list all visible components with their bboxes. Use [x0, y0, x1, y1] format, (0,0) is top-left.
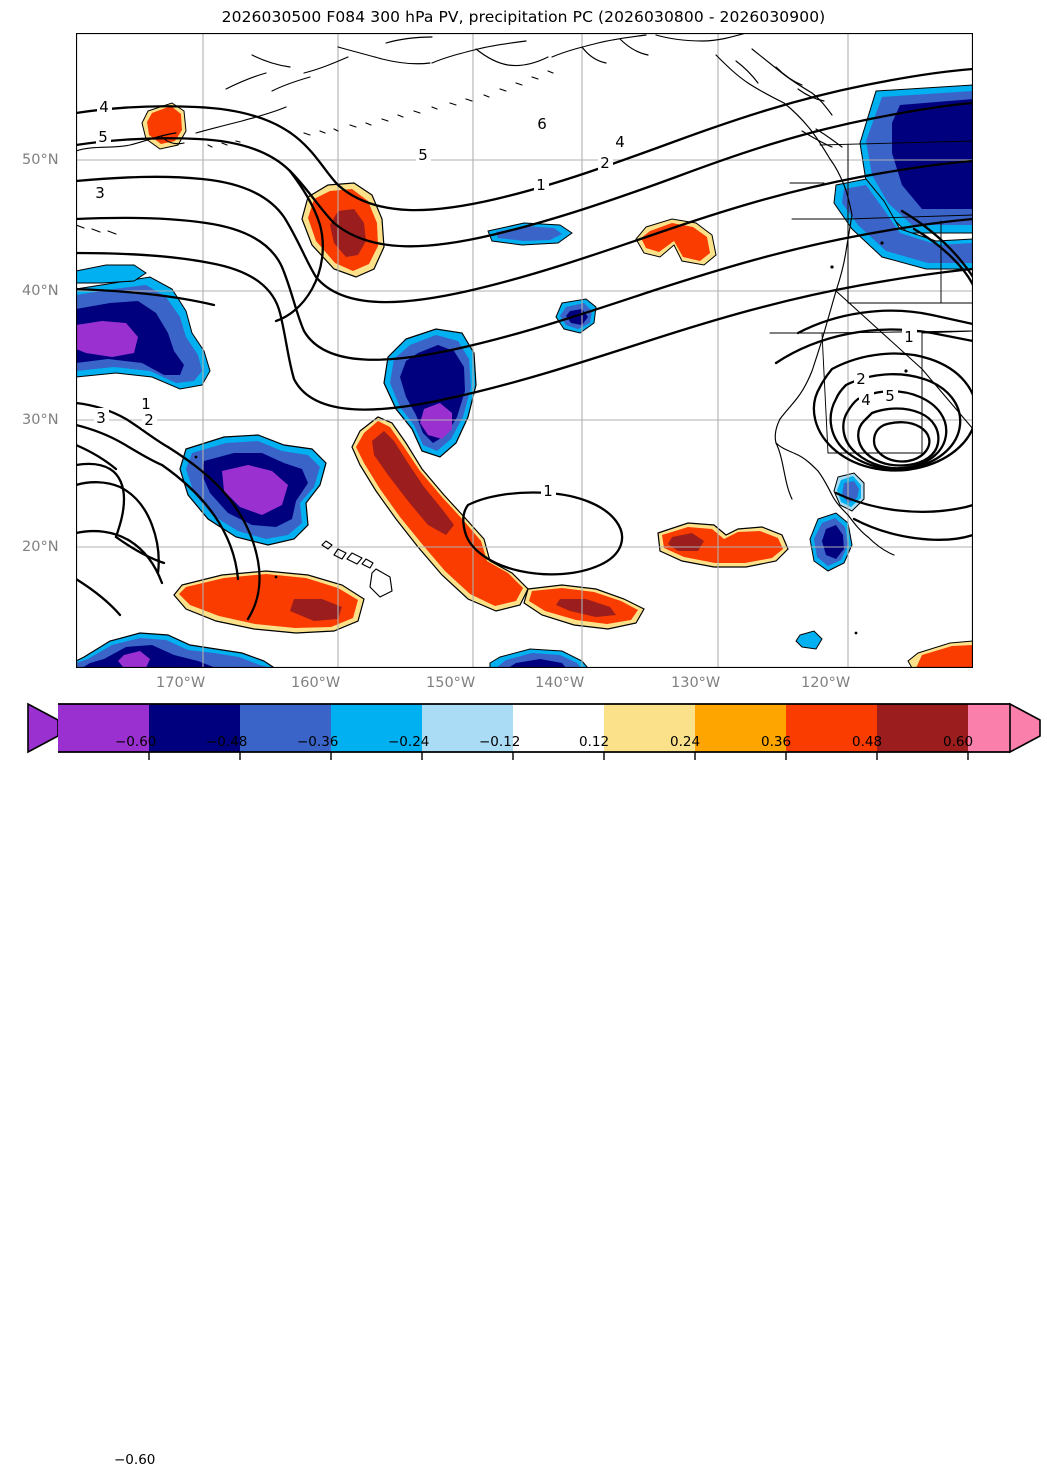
- lat-tick-40n: 40°N: [22, 283, 59, 299]
- lon-tick-170w: 170°W: [156, 675, 205, 691]
- contour-label: 4: [99, 98, 109, 116]
- lon-tick-120w: 120°W: [801, 675, 850, 691]
- contour-label: 4: [615, 133, 625, 151]
- colorbar-label-9: 0.60: [943, 734, 973, 750]
- colorbar-label-3: −0.24: [388, 734, 429, 750]
- colorbar: −0.60: [0, 690, 1047, 765]
- lon-tick-140w: 140°W: [535, 675, 584, 691]
- contour-label: 2: [856, 370, 866, 388]
- lon-tick-130w: 130°W: [671, 675, 720, 691]
- colorbar-label-4: −0.12: [479, 734, 520, 750]
- colorbar-label-7: 0.36: [761, 734, 791, 750]
- figure-root: 2026030500 F084 300 hPa PV, precipitatio…: [0, 0, 1047, 765]
- contour-label: 3: [96, 409, 106, 427]
- colorbar-svg: [0, 690, 1047, 765]
- colorbar-under-arrow: [28, 704, 58, 752]
- colorbar-label-8: 0.48: [852, 734, 882, 750]
- contour-label: 1: [904, 328, 914, 346]
- contour-label: 4: [861, 391, 871, 409]
- contour-label: 2: [600, 154, 610, 172]
- colorbar-label-0: −0.60: [115, 734, 156, 750]
- lat-tick-50n: 50°N: [22, 152, 59, 168]
- colorbar-tick-0: −0.60: [114, 1452, 155, 1468]
- contour-label: 6: [537, 115, 547, 133]
- contour-label: 1: [543, 482, 553, 500]
- lat-tick-30n: 30°N: [22, 412, 59, 428]
- lon-tick-150w: 150°W: [426, 675, 475, 691]
- contour-label: 5: [418, 146, 428, 164]
- contour-label: 5: [98, 128, 108, 146]
- colorbar-label-2: −0.36: [297, 734, 338, 750]
- colorbar-label-5: 0.12: [579, 734, 609, 750]
- colorbar-bands: [28, 704, 1040, 760]
- contour-label: 1: [536, 176, 546, 194]
- colorbar-over-arrow: [1010, 704, 1040, 752]
- colorbar-tickmarks: [149, 752, 968, 760]
- contour-label: 2: [144, 411, 154, 429]
- contour-label: 5: [885, 387, 895, 405]
- figure-title: 2026030500 F084 300 hPa PV, precipitatio…: [0, 8, 1047, 26]
- colorbar-label-6: 0.24: [670, 734, 700, 750]
- lat-tick-20n: 20°N: [22, 539, 59, 555]
- lon-tick-160w: 160°W: [291, 675, 340, 691]
- contour-label: 3: [95, 184, 105, 202]
- colorbar-band-over: [968, 704, 1010, 752]
- colorbar-label-1: −0.48: [206, 734, 247, 750]
